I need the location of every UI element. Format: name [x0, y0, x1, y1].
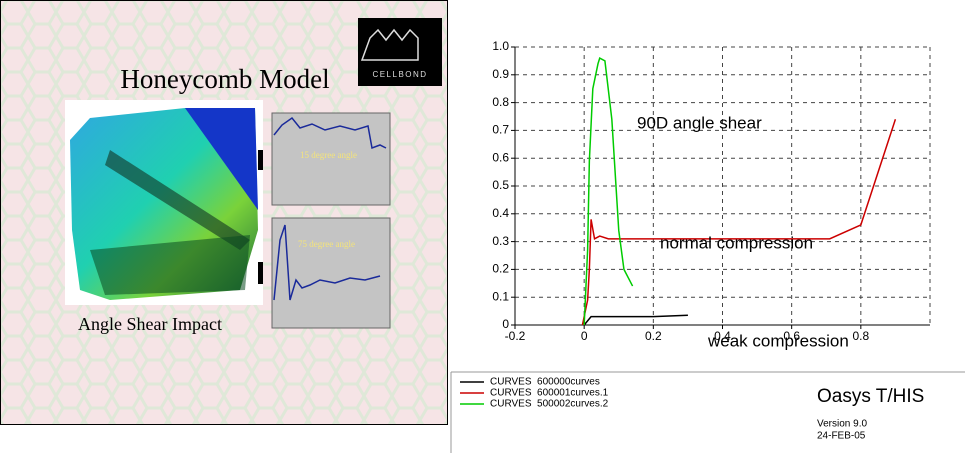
y-tick-label: 0.1: [492, 289, 509, 303]
annotation: 90D angle shear: [637, 113, 762, 132]
product-name: Oasys T/HIS: [817, 386, 924, 407]
y-tick-label: 0: [502, 317, 509, 331]
logo-mark: [360, 28, 419, 61]
x-tick-label: 0.8: [852, 329, 869, 343]
x-tick-label: 0: [581, 329, 588, 343]
slide-title: Honeycomb Model: [120, 64, 329, 94]
annotation: normal compression: [660, 233, 813, 252]
y-tick-label: 0.7: [492, 123, 509, 137]
sim-band: [105, 150, 250, 250]
x-tick-label: 0.4: [714, 329, 731, 343]
legend-label: CURVES 600001curves.1: [490, 388, 609, 399]
y-tick-label: 0.3: [492, 234, 509, 248]
sim-region: [185, 108, 258, 210]
slide: CELLBOND Honeycomb Model 15 degree angle…: [0, 0, 448, 425]
inset-line: [273, 116, 387, 150]
legend-label: CURVES 600000curves: [490, 377, 600, 388]
sim-base: [90, 235, 250, 295]
date: 24-FEB-05: [817, 431, 866, 442]
inset-chart: [271, 217, 391, 329]
x-tick-label: -0.2: [505, 329, 526, 343]
y-tick-label: 0.8: [492, 95, 509, 109]
y-tick-label: 0.4: [492, 206, 509, 220]
logo-box: [358, 18, 442, 86]
annotation: weak compression: [707, 331, 849, 350]
y-tick-label: 1.0: [492, 39, 509, 53]
y-tick-label: 0.6: [492, 150, 509, 164]
y-tick-label: 0.2: [492, 262, 509, 276]
inset-label: 75 degree angle: [298, 239, 355, 249]
y-tick-label: 0.9: [492, 67, 509, 81]
version: Version 9.0: [817, 419, 867, 430]
x-tick-label: 0.2: [645, 329, 662, 343]
logo-text: CELLBOND: [372, 70, 427, 79]
legend-label: CURVES 500002curves.2: [490, 399, 609, 410]
series-line: [583, 57, 634, 326]
inset-label: 15 degree angle: [300, 150, 357, 160]
x-tick-label: 0.6: [783, 329, 800, 343]
series-line: [583, 314, 688, 326]
y-tick-label: 0.5: [492, 178, 509, 192]
sim-tick: [258, 262, 263, 284]
series-line: [581, 119, 897, 326]
inset-line: [273, 224, 381, 301]
sim-tick: [258, 150, 263, 170]
slide-caption: Angle Shear Impact: [78, 314, 222, 334]
